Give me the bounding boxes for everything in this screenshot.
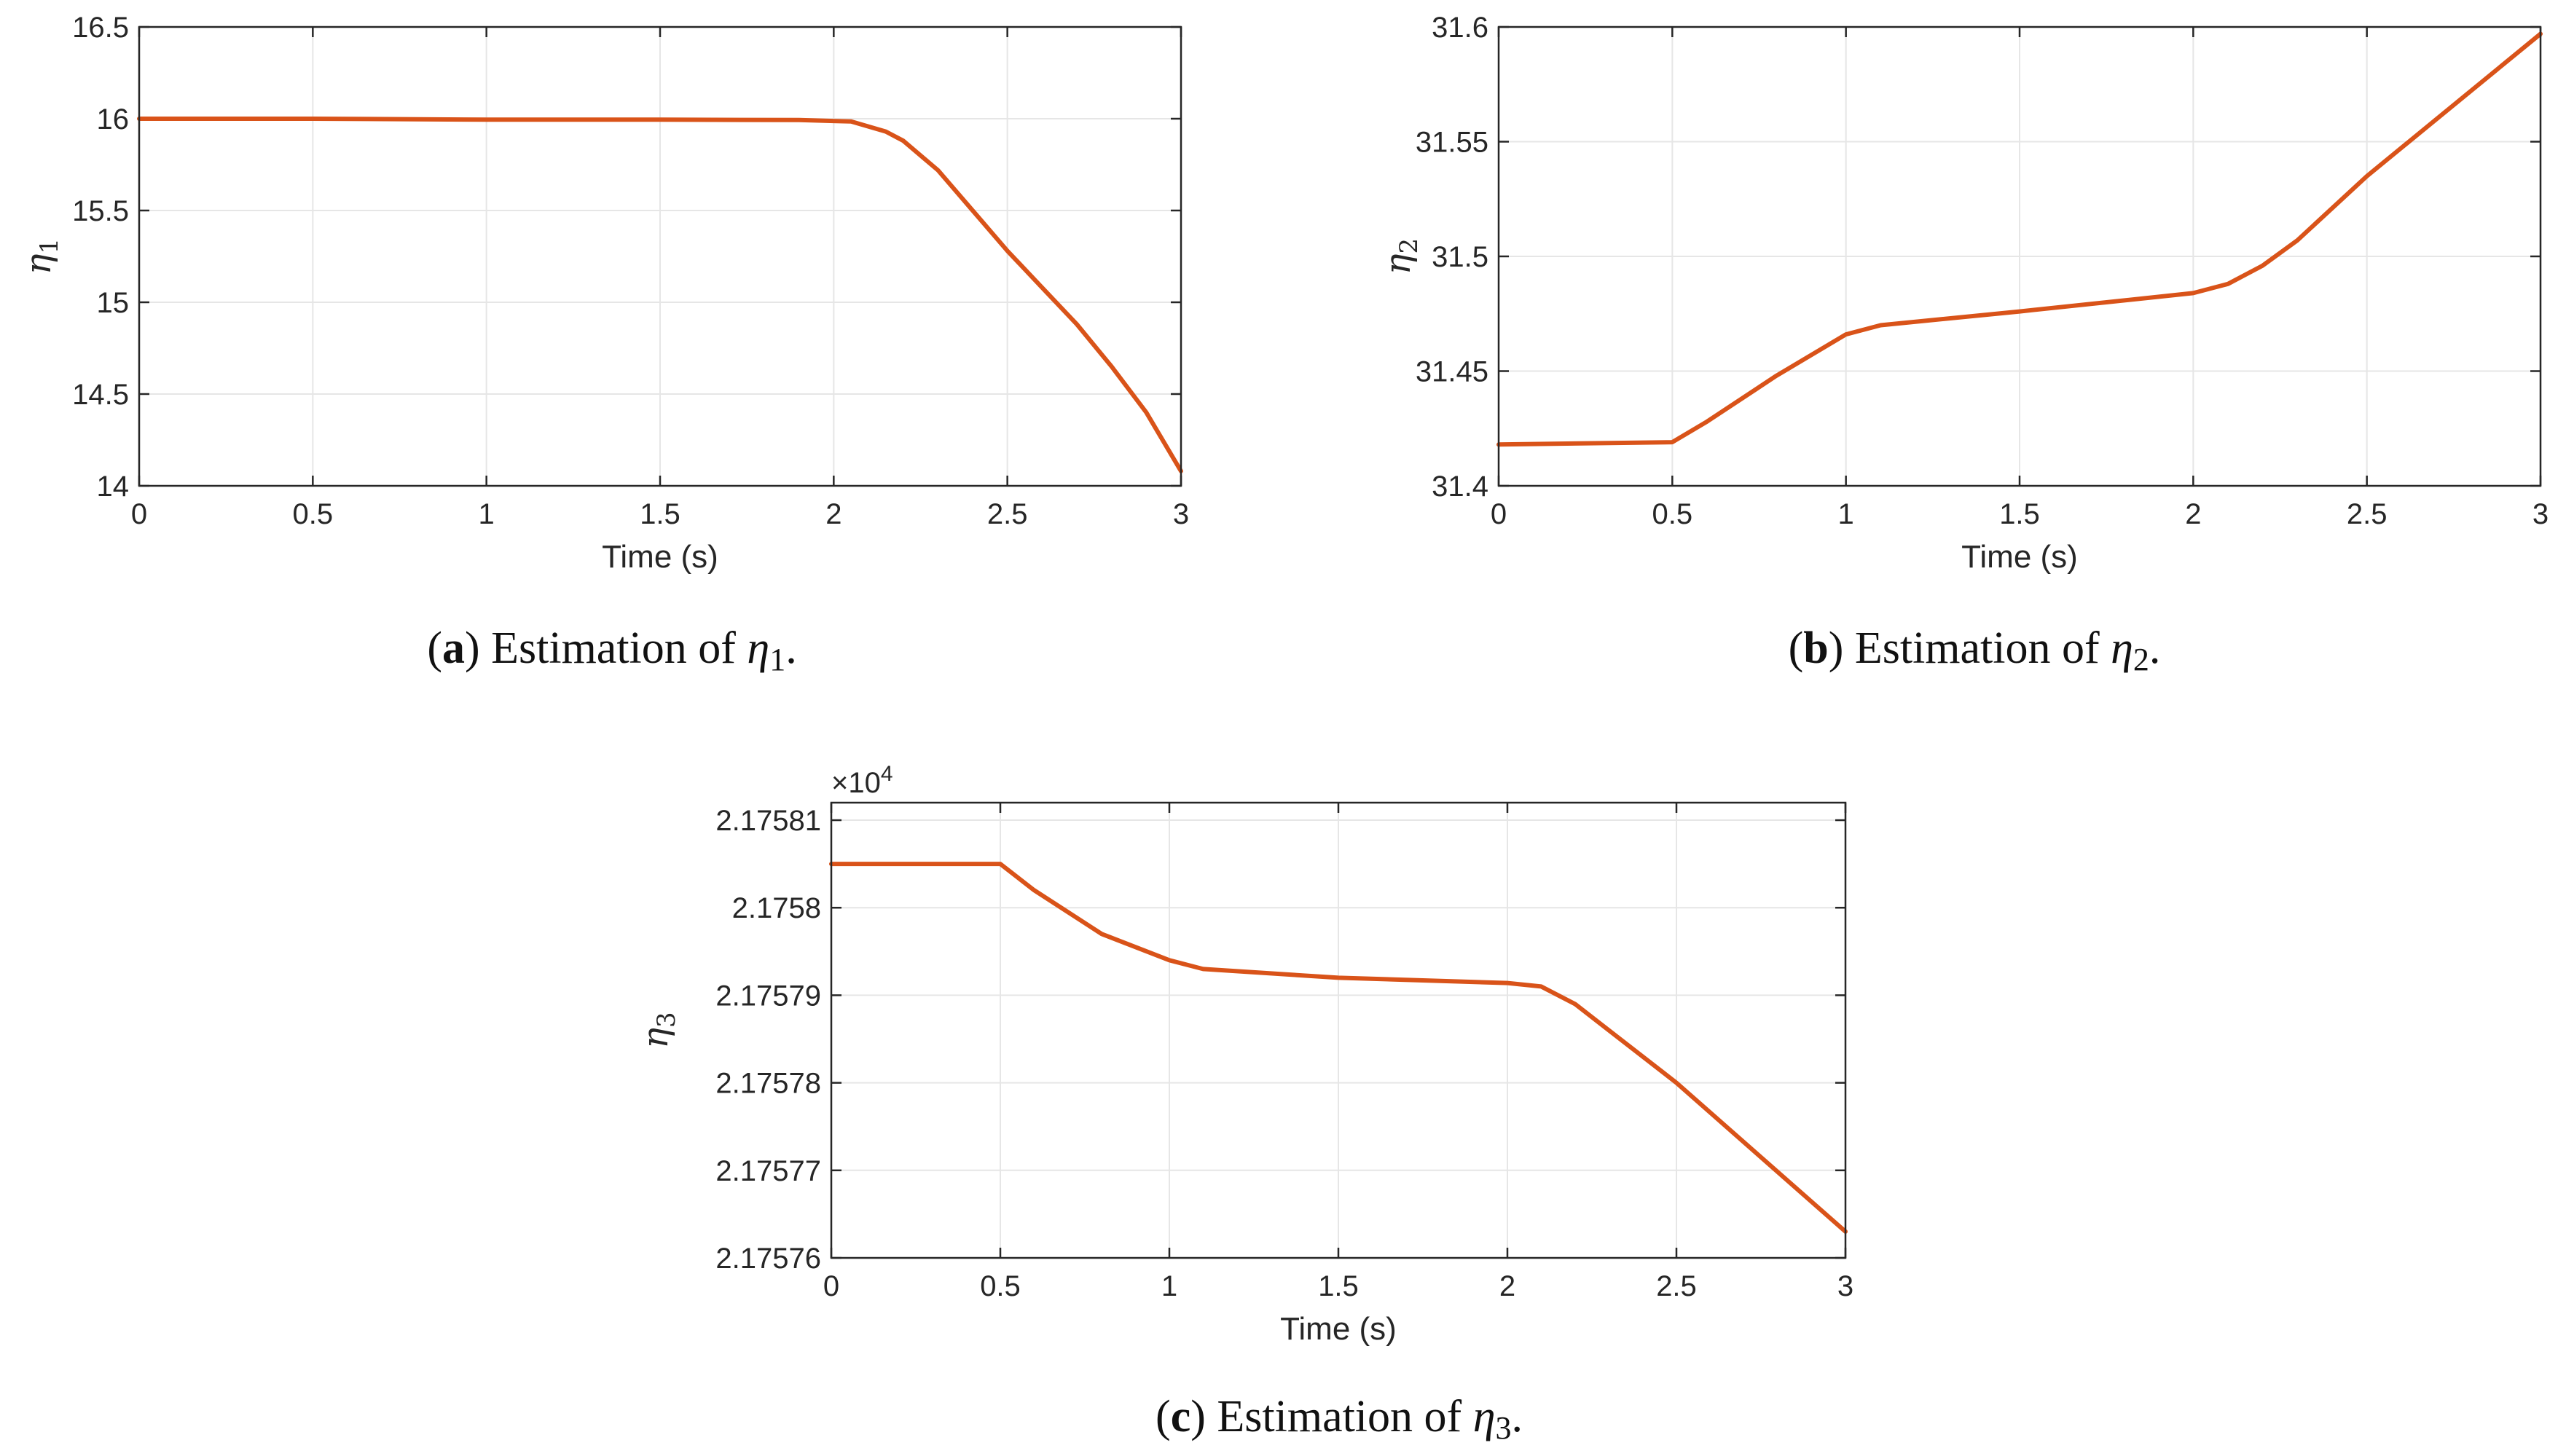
caption-b-text: Estimation of [1855,623,2100,673]
y-axis-subscript: 1 [35,238,64,254]
y-tick-label: 31.45 [1416,356,1488,388]
series-line [829,862,1848,1234]
x-tick-label: 2.5 [1656,1270,1697,1302]
y-axis-subscript: 2 [1394,238,1424,254]
series-line [137,117,1183,473]
y-axis-symbol: η [635,1028,676,1049]
y-tick-label: 31.4 [1432,471,1488,503]
x-tick-label: 0 [823,1270,839,1302]
y-tick-label: 16.5 [72,12,129,44]
y-tick-label: 2.1758 [732,892,821,924]
caption-a-symbol: η [747,623,769,673]
caption-a-sub: 1 [769,642,785,677]
y-tick-label: 31.6 [1432,12,1488,44]
caption-b: (b) Estimation of η2. [1789,623,2161,677]
y-tick-label: 14 [97,471,130,503]
caption-b-sub: 2 [2133,642,2149,677]
caption-b-symbol: η [2111,623,2133,673]
plot-area: 0 0.5 1 1.5 2 2.5 3 31.4 31.45 31.5 31.55 31.6 Time … [1378,12,2549,575]
caption-c-end: . [1511,1392,1523,1441]
exponent-power: 4 [881,762,893,786]
caption-c: (c) Estimation of η3. [1156,1392,1523,1446]
caption-a-end: . [785,623,797,673]
x-tick-label: 1.5 [640,498,680,530]
x-tick-label: 0 [131,498,147,530]
caption-c-label: c [1171,1392,1191,1441]
y-tick-label: 31.55 [1416,127,1488,159]
y-tick-label: 31.5 [1432,241,1488,273]
x-axis-label: Time (s) [1961,539,2078,575]
caption-b-end: . [2149,623,2161,673]
y-axis-symbol: η [1378,253,1419,275]
caption-c-symbol: η [1473,1392,1496,1441]
plot-area: 0 0.5 1 1.5 2 2.5 3 2.17576 2.17577 2.17578 2.1757… [635,801,1853,1347]
y-axis-symbol: η [18,253,59,275]
x-tick-label: 3 [1837,1270,1853,1302]
x-tick-label: 0.5 [293,498,334,530]
x-axis-label: Time (s) [602,539,718,575]
caption-a-label: a [442,623,465,673]
plot-area: 0 0.5 1 1.5 2 2.5 3 14 14.5 15 15.5 16 16.5 Time (s) η… [18,12,1189,575]
panel-a: 0 0.5 1 1.5 2 2.5 3 14 14.5 15 15.5 16 16.5 Time (s) η… [18,12,1189,677]
x-tick-label: 3 [1173,498,1189,530]
y-tick-label: 16 [97,103,130,135]
y-tick-label: 2.17579 [715,980,821,1012]
x-tick-label: 1 [1838,498,1854,530]
y-axis-label: η3 [635,1012,681,1048]
x-tick-label: 2 [825,498,841,530]
x-tick-label: 0.5 [1652,498,1693,530]
exponent-label: ×104 [831,762,893,799]
caption-c-sub: 3 [1495,1410,1511,1446]
series-line [1496,31,2543,447]
axes-frame [830,801,1847,1259]
x-tick-label: 3 [2533,498,2549,530]
x-tick-label: 1.5 [1318,1270,1359,1302]
y-tick-label: 2.17581 [715,805,821,837]
y-axis-label: η2 [1378,238,1424,275]
y-tick-label: 15 [97,287,130,319]
x-tick-label: 2 [2185,498,2201,530]
x-tick-label: 2.5 [2347,498,2388,530]
y-tick-label: 15.5 [72,195,129,227]
caption-c-text: Estimation of [1217,1392,1462,1441]
x-tick-label: 2 [1499,1270,1515,1302]
y-axis-subscript: 3 [652,1012,681,1028]
axes-frame [138,25,1182,487]
exponent-base: ×10 [831,767,881,799]
caption-b-label: b [1803,623,1828,673]
x-tick-label: 2.5 [987,498,1028,530]
y-tick-label: 2.17577 [715,1155,821,1187]
x-tick-label: 0 [1491,498,1507,530]
x-tick-label: 1.5 [1999,498,2040,530]
x-axis-label: Time (s) [1280,1311,1397,1347]
x-tick-label: 1 [1161,1270,1177,1302]
panel-c: 0 0.5 1 1.5 2 2.5 3 2.17576 2.17577 2.17578 2.1757… [635,762,1853,1446]
panel-b: 0 0.5 1 1.5 2 2.5 3 31.4 31.45 31.5 31.55 31.6 Time … [1378,12,2549,677]
x-tick-label: 1 [479,498,495,530]
caption-a: (a) Estimation of η1. [427,623,796,677]
y-tick-label: 2.17578 [715,1068,821,1100]
caption-a-text: Estimation of [491,623,736,673]
y-tick-label: 14.5 [72,379,129,411]
axes-frame [1497,25,2542,487]
y-axis-label: η1 [18,238,64,275]
x-tick-label: 0.5 [980,1270,1021,1302]
y-tick-label: 2.17576 [715,1243,821,1275]
